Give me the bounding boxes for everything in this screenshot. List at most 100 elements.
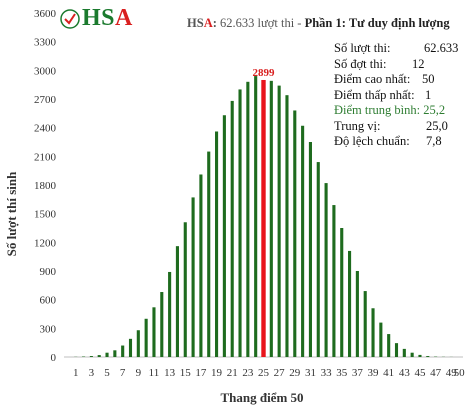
bar-series: 2899 xyxy=(74,67,453,358)
x-tick-label-end: 50 xyxy=(454,367,466,379)
y-tick-label: 0 xyxy=(51,352,57,364)
y-tick-label: 300 xyxy=(40,323,57,335)
stat-row-min-score: Điểm thấp nhất: 1 xyxy=(334,87,432,102)
chart-header: HSA: 62.633 lượt thi - Phần 1: Tư duy đị… xyxy=(187,16,450,31)
bar xyxy=(371,308,375,357)
bar xyxy=(105,352,109,357)
bar xyxy=(230,100,234,357)
bar xyxy=(340,228,344,357)
bar xyxy=(363,291,367,357)
stat-row-mean-score: Điểm trung bình: 25,2 xyxy=(334,103,446,117)
x-tick-label: 3 xyxy=(89,367,95,379)
bar xyxy=(183,222,187,357)
bar xyxy=(308,142,312,357)
header-attempts: 62.633 lượt thi - xyxy=(216,16,305,30)
x-tick-label: 45 xyxy=(414,367,426,379)
header-brand: HSA: xyxy=(187,16,217,30)
bar xyxy=(121,345,125,357)
bar xyxy=(426,356,430,357)
bar xyxy=(136,330,140,357)
bar xyxy=(215,131,219,357)
x-tick-label: 37 xyxy=(352,367,364,379)
x-tick-label: 17 xyxy=(195,367,207,379)
bar xyxy=(348,250,352,357)
x-axis-title: Thang điểm 50 xyxy=(220,390,303,405)
bar xyxy=(128,338,133,357)
x-tick-label: 15 xyxy=(180,367,192,379)
bar xyxy=(89,356,93,357)
x-tick-label: 43 xyxy=(399,367,411,379)
x-axis-ticks: 1 3 5 7 9 11 13 15 17 19 21 23 25 27 29 31 33 35 37 39 41 43 4… xyxy=(73,367,465,379)
y-tick-label: 600 xyxy=(40,295,57,307)
x-tick-label: 11 xyxy=(149,367,160,379)
x-tick-label: 31 xyxy=(305,367,316,379)
bar xyxy=(269,80,273,357)
x-tick-label: 25 xyxy=(258,367,270,379)
x-tick-label: 49 xyxy=(446,367,458,379)
highlight-bar-label: 2899 xyxy=(253,67,276,79)
bar xyxy=(324,183,328,357)
bar xyxy=(387,334,391,357)
stat-row-sessions: Số đợt thi: 12 xyxy=(334,56,425,71)
x-tick-label: 19 xyxy=(211,367,223,379)
y-tick-label: 1200 xyxy=(34,237,57,249)
bar xyxy=(97,355,101,357)
x-tick-label: 29 xyxy=(289,367,301,379)
x-tick-label: 35 xyxy=(336,367,348,379)
y-tick-label: 1500 xyxy=(34,209,57,221)
stat-row-attempts: Số lượt thi: 62.633 xyxy=(334,41,459,55)
hsa-logo: HSA xyxy=(60,5,140,34)
bar xyxy=(410,352,414,357)
y-tick-label: 2700 xyxy=(34,94,57,106)
bar xyxy=(191,197,195,357)
y-tick-label: 2100 xyxy=(34,151,57,163)
x-tick-label: 13 xyxy=(164,367,176,379)
x-tick-label: 41 xyxy=(383,367,394,379)
y-tick-label: 1800 xyxy=(34,180,57,192)
bar-highlighted xyxy=(261,79,266,357)
x-tick-label: 7 xyxy=(120,367,126,379)
x-tick-label: 47 xyxy=(430,367,442,379)
bar xyxy=(113,350,117,357)
bar xyxy=(285,95,289,358)
y-axis-title: Số lượt thí sinh xyxy=(4,171,19,256)
bar xyxy=(168,271,172,357)
x-tick-label: 33 xyxy=(321,367,333,379)
y-axis-ticks: 0 300 600 900 1200 1500 1800 2100 2400 2700 3000 33… xyxy=(34,8,57,364)
bar xyxy=(207,151,211,357)
bar xyxy=(332,205,336,357)
x-tick-label: 9 xyxy=(136,367,142,379)
bar xyxy=(301,125,305,357)
x-tick-label: 1 xyxy=(73,367,79,379)
x-tick-label: 21 xyxy=(227,367,238,379)
x-tick-label: 23 xyxy=(242,367,254,379)
stats-panel: Số lượt thi: 62.633 Số đợt thi: 12 Điểm ca… xyxy=(334,41,464,150)
stat-row-std-dev: Độ lệch chuẩn: 7,8 xyxy=(334,134,442,148)
bar xyxy=(199,174,203,357)
bar xyxy=(402,348,406,357)
bar xyxy=(418,354,422,357)
y-tick-label: 3600 xyxy=(34,8,57,20)
stat-row-max-score: Điểm cao nhất: 50 xyxy=(334,72,435,86)
bar xyxy=(394,343,399,357)
bar xyxy=(254,76,258,357)
hsa-emblem-icon xyxy=(60,9,80,29)
x-tick-label: 27 xyxy=(274,367,286,379)
x-tick-label: 5 xyxy=(104,367,110,379)
y-tick-label: 3300 xyxy=(34,37,57,49)
bar xyxy=(379,322,383,357)
y-tick-label: 2400 xyxy=(34,123,57,135)
y-tick-label: 900 xyxy=(40,266,57,278)
stat-row-median: Trung vị: 25,0 xyxy=(334,118,448,133)
bar xyxy=(222,115,226,358)
bar xyxy=(355,271,359,357)
bar xyxy=(152,307,156,357)
logo-text: HSA xyxy=(82,5,133,31)
bar xyxy=(175,246,179,357)
header-part-title: Phần 1: Tư duy định lượng xyxy=(304,16,450,30)
bar xyxy=(316,162,320,357)
bar xyxy=(246,81,250,358)
y-tick-label: 3000 xyxy=(34,65,57,77)
bar xyxy=(293,110,297,357)
